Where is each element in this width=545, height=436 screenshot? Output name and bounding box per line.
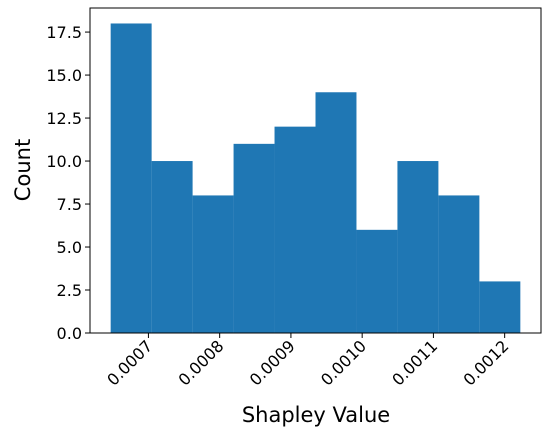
x-tick-label: 0.0008 [174, 336, 227, 389]
x-axis-label: Shapley Value [242, 403, 390, 427]
bar [397, 161, 439, 333]
bar [274, 126, 316, 334]
bar [151, 161, 193, 333]
x-tick-label: 0.0010 [317, 336, 370, 389]
y-tick-label: 15.0 [46, 66, 82, 85]
y-axis-label: Count [11, 139, 35, 201]
bar [438, 195, 480, 333]
x-tick-label: 0.0007 [103, 336, 156, 389]
y-tick-label: 0.0 [57, 324, 82, 343]
bar [315, 92, 357, 333]
y-tick-label: 2.5 [57, 281, 82, 300]
y-tick-label: 12.5 [46, 109, 82, 128]
bar [356, 229, 398, 333]
bar [233, 143, 275, 333]
x-tick-label: 0.0009 [246, 336, 299, 389]
bar [192, 195, 234, 333]
y-tick-label: 10.0 [46, 152, 82, 171]
plot-frame [89, 7, 542, 334]
x-tick-label: 0.0011 [388, 336, 441, 389]
bar [110, 23, 152, 333]
bar [479, 281, 521, 333]
y-tick-label: 17.5 [46, 23, 82, 42]
y-tick-label: 7.5 [57, 195, 82, 214]
y-tick-label: 5.0 [57, 238, 82, 257]
x-tick-label: 0.0012 [459, 336, 512, 389]
